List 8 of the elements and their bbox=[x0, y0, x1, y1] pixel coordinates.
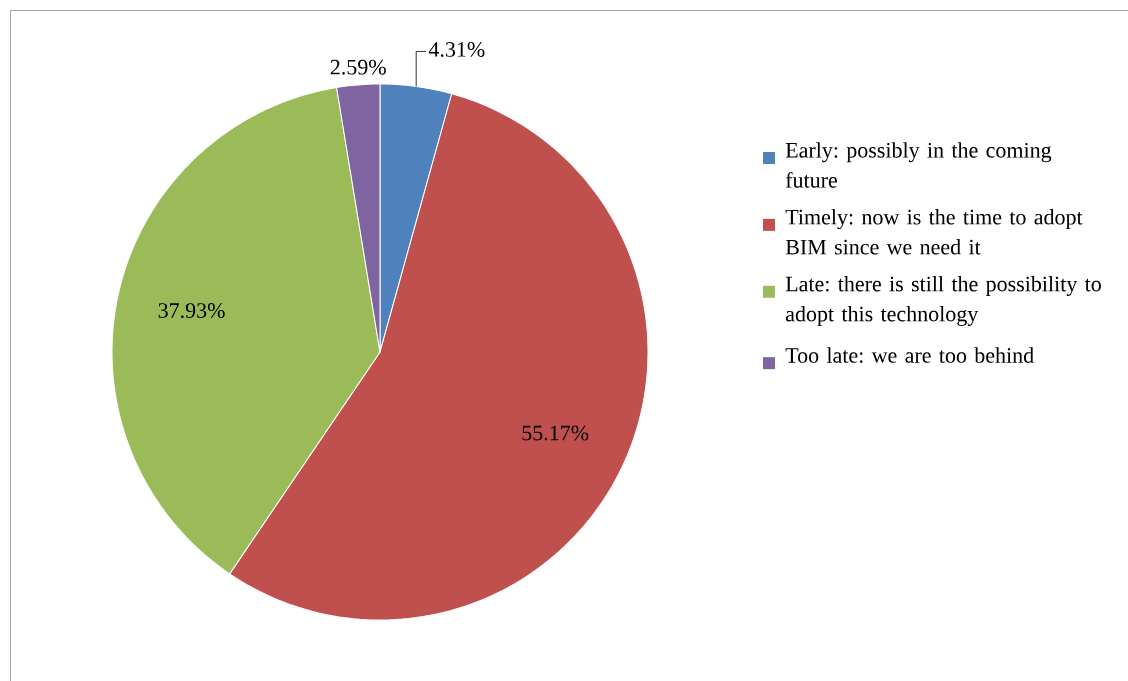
legend-label: Late: there is still the possibility to adopt this technology bbox=[785, 275, 1101, 326]
legend-label: Early: possibly in the coming future bbox=[785, 142, 1052, 188]
data-label: 37.93% bbox=[158, 303, 225, 319]
data-label: 55.17% bbox=[522, 425, 589, 441]
data-label: 4.31% bbox=[428, 41, 485, 57]
legend-label: Too late: we are too behind bbox=[785, 347, 1034, 363]
data-label: 2.59% bbox=[330, 59, 386, 75]
legend-label: Timely: now is the time to adopt BIM since we need it bbox=[785, 209, 1083, 255]
